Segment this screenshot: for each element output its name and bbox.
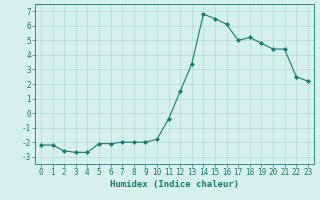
X-axis label: Humidex (Indice chaleur): Humidex (Indice chaleur) xyxy=(110,180,239,189)
